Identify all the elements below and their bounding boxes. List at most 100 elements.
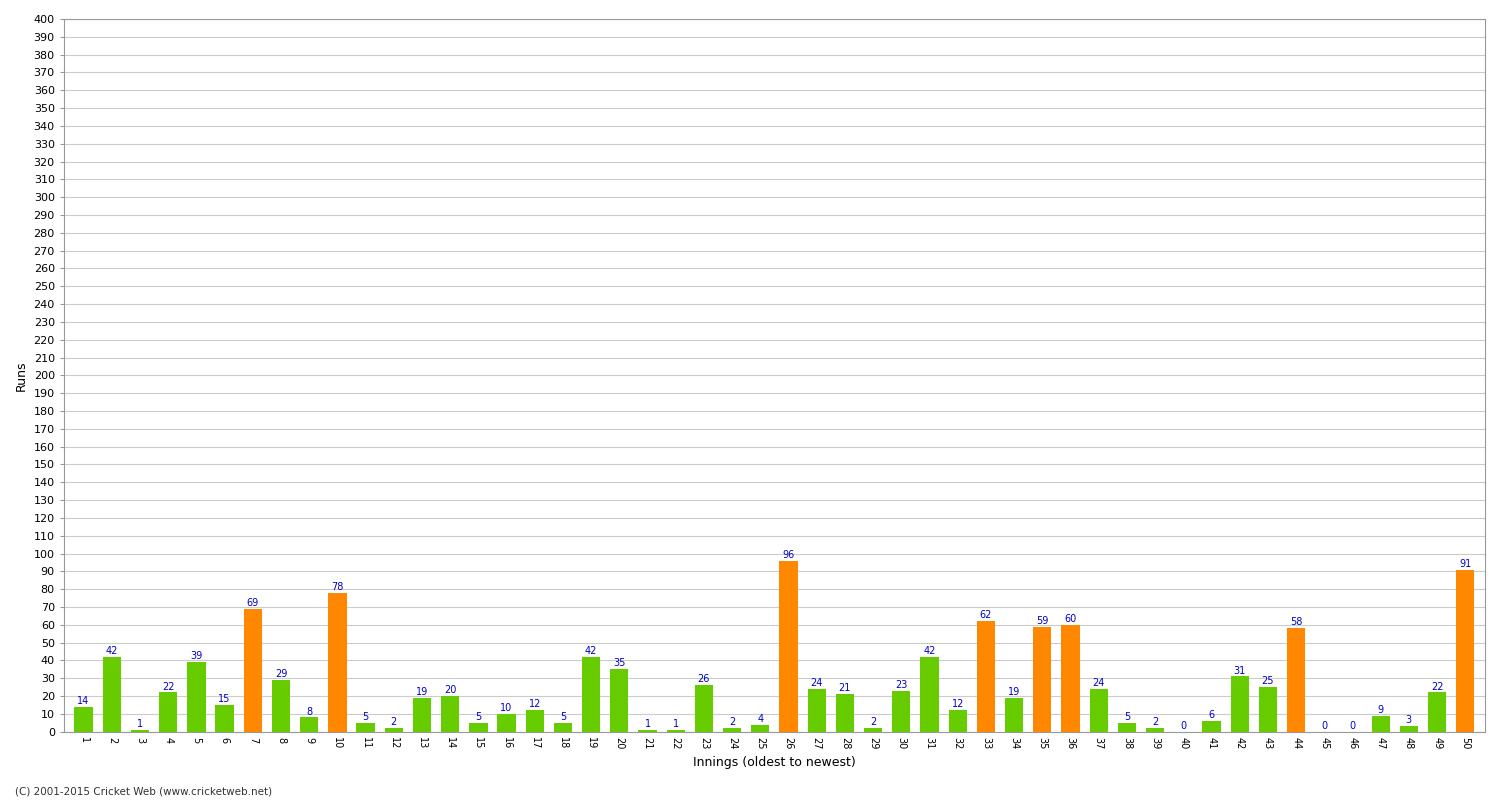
Bar	[216, 705, 234, 732]
Bar	[102, 657, 122, 732]
Text: 96: 96	[783, 550, 795, 560]
Text: 2: 2	[1152, 718, 1158, 727]
Text: 69: 69	[246, 598, 259, 608]
Bar	[243, 609, 262, 732]
Bar	[498, 714, 516, 732]
Text: 15: 15	[219, 694, 231, 704]
Bar	[610, 670, 628, 732]
Bar	[976, 622, 994, 732]
Text: 0: 0	[1350, 721, 1356, 731]
Bar	[694, 686, 712, 732]
Bar	[1146, 728, 1164, 732]
Text: 5: 5	[560, 712, 566, 722]
Text: 59: 59	[1036, 616, 1048, 626]
Text: 5: 5	[1124, 712, 1130, 722]
Text: 22: 22	[162, 682, 174, 692]
Bar	[75, 706, 93, 732]
Bar	[188, 662, 206, 732]
Bar	[1371, 716, 1390, 732]
Text: 4: 4	[758, 714, 764, 724]
Bar	[441, 696, 459, 732]
X-axis label: Innings (oldest to newest): Innings (oldest to newest)	[693, 756, 856, 769]
Text: 19: 19	[1008, 687, 1020, 697]
Bar	[723, 728, 741, 732]
Bar	[1089, 689, 1108, 732]
Bar	[807, 689, 826, 732]
Bar	[1456, 570, 1474, 732]
Text: 21: 21	[839, 683, 850, 694]
Bar	[1230, 677, 1250, 732]
Text: 20: 20	[444, 685, 456, 695]
Bar	[892, 690, 910, 732]
Text: 22: 22	[1431, 682, 1443, 692]
Text: 12: 12	[951, 699, 964, 710]
Bar	[272, 680, 290, 732]
Text: 3: 3	[1406, 715, 1411, 726]
Bar	[780, 561, 798, 732]
Text: 42: 42	[105, 646, 118, 656]
Text: 1: 1	[136, 719, 142, 729]
Text: 1: 1	[672, 719, 680, 729]
Text: 58: 58	[1290, 618, 1302, 627]
Bar	[525, 710, 544, 732]
Text: 10: 10	[501, 703, 513, 713]
Text: 62: 62	[980, 610, 992, 620]
Text: 29: 29	[274, 669, 286, 679]
Text: 2: 2	[870, 718, 876, 727]
Bar	[752, 725, 770, 732]
Bar	[554, 722, 572, 732]
Text: 5: 5	[476, 712, 482, 722]
Text: 23: 23	[896, 680, 908, 690]
Bar	[159, 693, 177, 732]
Text: 9: 9	[1377, 705, 1383, 714]
Bar	[1062, 625, 1080, 732]
Bar	[1005, 698, 1023, 732]
Bar	[130, 730, 148, 732]
Text: 2: 2	[390, 718, 398, 727]
Bar	[300, 718, 318, 732]
Bar	[864, 728, 882, 732]
Bar	[582, 657, 600, 732]
Bar	[921, 657, 939, 732]
Bar	[1203, 721, 1221, 732]
Bar	[1287, 628, 1305, 732]
Text: 60: 60	[1065, 614, 1077, 624]
Text: 5: 5	[363, 712, 369, 722]
Text: 42: 42	[585, 646, 597, 656]
Y-axis label: Runs: Runs	[15, 360, 28, 390]
Text: 26: 26	[698, 674, 709, 685]
Text: 0: 0	[1322, 721, 1328, 731]
Bar	[666, 730, 686, 732]
Bar	[470, 722, 488, 732]
Text: 24: 24	[1092, 678, 1106, 688]
Bar	[1428, 693, 1446, 732]
Text: 6: 6	[1209, 710, 1215, 720]
Bar	[328, 593, 346, 732]
Bar	[948, 710, 968, 732]
Text: 91: 91	[1460, 558, 1472, 569]
Bar	[1118, 722, 1136, 732]
Bar	[1034, 626, 1052, 732]
Bar	[1400, 726, 1417, 732]
Text: 19: 19	[416, 687, 428, 697]
Bar	[413, 698, 430, 732]
Text: 42: 42	[924, 646, 936, 656]
Text: 0: 0	[1180, 721, 1186, 731]
Text: 31: 31	[1233, 666, 1246, 675]
Text: 1: 1	[645, 719, 651, 729]
Text: (C) 2001-2015 Cricket Web (www.cricketweb.net): (C) 2001-2015 Cricket Web (www.cricketwe…	[15, 786, 272, 796]
Bar	[639, 730, 657, 732]
Text: 25: 25	[1262, 676, 1274, 686]
Text: 8: 8	[306, 706, 312, 717]
Text: 35: 35	[614, 658, 626, 669]
Text: 78: 78	[332, 582, 344, 592]
Bar	[357, 722, 375, 732]
Text: 24: 24	[810, 678, 824, 688]
Bar	[1258, 687, 1276, 732]
Bar	[384, 728, 404, 732]
Text: 14: 14	[78, 696, 90, 706]
Text: 2: 2	[729, 718, 735, 727]
Text: 12: 12	[528, 699, 542, 710]
Bar	[836, 694, 854, 732]
Text: 39: 39	[190, 651, 202, 662]
